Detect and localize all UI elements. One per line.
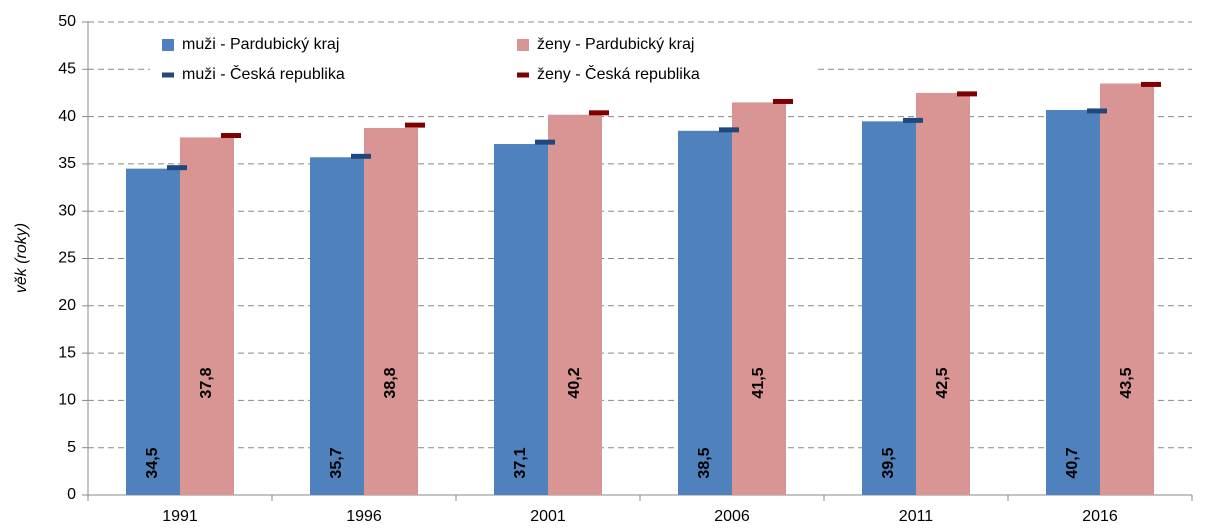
y-tick-label: 45 bbox=[58, 61, 76, 78]
bar bbox=[678, 130, 732, 496]
bar bbox=[494, 144, 548, 495]
bar bbox=[364, 127, 418, 496]
dash-marker bbox=[903, 117, 923, 123]
dash-marker bbox=[535, 139, 555, 145]
legend-swatch bbox=[162, 39, 174, 51]
dash-marker bbox=[167, 165, 187, 171]
dash-marker bbox=[957, 91, 977, 97]
bar bbox=[916, 92, 970, 495]
y-tick-label: 30 bbox=[58, 202, 76, 219]
dash-marker bbox=[221, 133, 241, 139]
data-label: 42,5 bbox=[934, 367, 951, 398]
legend-label: ženy - Pardubický kraj bbox=[537, 36, 694, 53]
dash-marker bbox=[719, 127, 739, 133]
data-label: 34,5 bbox=[144, 447, 161, 478]
legend-swatch bbox=[517, 72, 529, 78]
x-tick-label: 1996 bbox=[346, 508, 382, 525]
data-label: 37,1 bbox=[512, 447, 529, 478]
bar bbox=[180, 137, 234, 496]
data-label: 40,2 bbox=[566, 367, 583, 398]
legend: muži - Pardubický kraj ženy - Pardubický … bbox=[150, 30, 815, 90]
data-label: 39,5 bbox=[880, 447, 897, 478]
x-tick-label: 2011 bbox=[899, 508, 934, 525]
data-label: 41,5 bbox=[750, 367, 767, 398]
data-label: 38,5 bbox=[696, 447, 713, 478]
x-tick-label: 1991 bbox=[162, 508, 198, 525]
legend-swatch bbox=[517, 39, 529, 51]
bar bbox=[1046, 109, 1100, 495]
y-tick-label: 0 bbox=[67, 486, 76, 503]
legend-label: ženy - Česká republika bbox=[537, 64, 700, 83]
bar bbox=[548, 114, 602, 495]
bar bbox=[126, 168, 180, 495]
data-label: 35,7 bbox=[328, 447, 345, 478]
dash-marker bbox=[589, 110, 609, 116]
bar bbox=[310, 157, 364, 495]
y-tick-label: 20 bbox=[58, 297, 76, 314]
legend-label: muži - Pardubický kraj bbox=[182, 36, 339, 53]
dash-marker bbox=[1141, 81, 1161, 87]
y-tick-label: 25 bbox=[58, 250, 76, 267]
bar bbox=[862, 121, 916, 495]
data-label: 37,8 bbox=[198, 367, 215, 398]
y-tick-label: 5 bbox=[67, 439, 76, 456]
y-tick-label: 50 bbox=[58, 13, 76, 30]
dash-marker bbox=[351, 153, 371, 159]
legend-swatch bbox=[162, 72, 174, 78]
x-tick-label: 2006 bbox=[714, 508, 750, 525]
y-tick-label: 40 bbox=[58, 108, 76, 125]
x-tick-label: 2001 bbox=[530, 508, 566, 525]
data-label: 38,8 bbox=[382, 367, 399, 398]
legend-label: muži - Česká republika bbox=[182, 64, 345, 83]
y-axis-label: věk (roky) bbox=[13, 223, 30, 293]
legend-box bbox=[150, 30, 815, 90]
y-tick-label: 35 bbox=[58, 155, 76, 172]
dash-marker bbox=[405, 122, 425, 128]
data-label: 40,7 bbox=[1064, 447, 1081, 478]
y-tick-label: 10 bbox=[58, 392, 76, 409]
dash-marker bbox=[1087, 108, 1107, 114]
bar bbox=[1100, 83, 1154, 496]
x-tick-label: 2016 bbox=[1082, 508, 1118, 525]
dash-marker bbox=[773, 98, 793, 104]
bar bbox=[732, 102, 786, 495]
y-tick-label: 15 bbox=[58, 344, 76, 361]
data-label: 43,5 bbox=[1118, 367, 1135, 398]
